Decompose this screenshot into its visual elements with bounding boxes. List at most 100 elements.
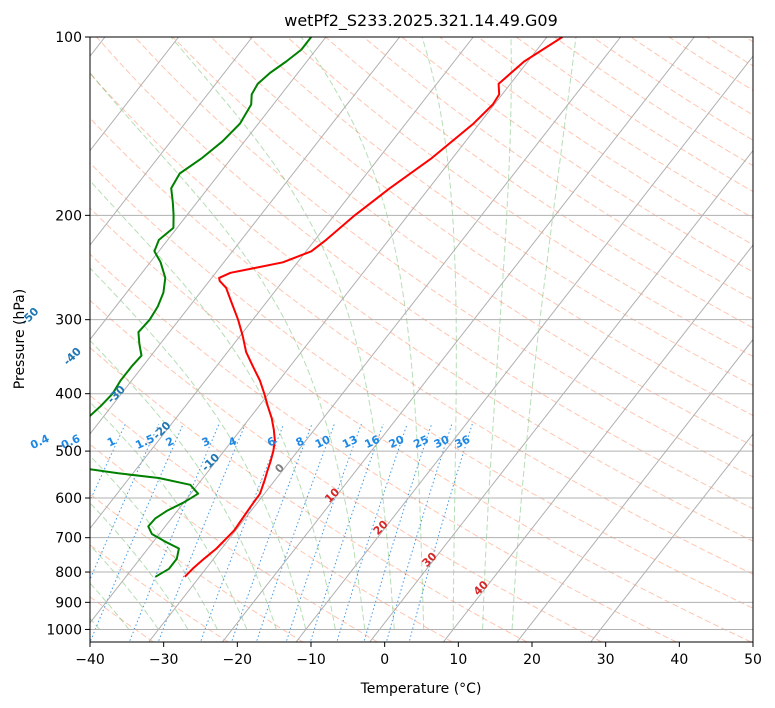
- temperature-profile-line: [184, 37, 563, 578]
- moist-adiabat-line: [511, 37, 577, 630]
- mixing-ratio-label: 2: [164, 434, 176, 449]
- x-axis-tick-label: 10: [449, 652, 467, 668]
- y-axis-tick-label: 400: [55, 387, 82, 403]
- isotherm-line: [516, 338, 753, 642]
- y-axis-tick-label: 1000: [46, 622, 82, 638]
- dry-adiabat-line: [477, 37, 753, 219]
- dry-adiabat-line: [592, 37, 753, 141]
- mixing-ratio-label: 36: [453, 433, 473, 451]
- dry-adiabat-line: [439, 37, 753, 246]
- dry-adiabat-line: [90, 253, 677, 642]
- moist-adiabat-line: [90, 582, 130, 630]
- x-axis-tick-label: −30: [149, 652, 179, 668]
- dry-adiabat-line: [90, 207, 752, 642]
- dry-adiabat-line: [90, 299, 602, 642]
- moist-adiabat-line: [90, 71, 366, 630]
- mixing-ratio-line: [90, 423, 184, 642]
- mixing-ratio-label: 30: [432, 433, 452, 451]
- isotherm-line: [90, 37, 180, 152]
- isotherm-line: [90, 37, 327, 341]
- moist-adiabat-line: [421, 37, 457, 630]
- isotherm-label: -10: [199, 451, 222, 474]
- dry-adiabat-line: [248, 37, 753, 387]
- y-axis-tick-label: 200: [55, 208, 82, 224]
- dry-adiabat-line: [90, 443, 378, 642]
- mixing-ratio-line: [128, 423, 220, 642]
- x-axis-tick-label: 30: [597, 652, 615, 668]
- dry-adiabat-line: [744, 37, 753, 43]
- plot-frame: [89, 36, 754, 643]
- moist-adiabat-line: [90, 267, 307, 630]
- mixing-ratio-line: [0, 424, 55, 644]
- dry-adiabat-line: [90, 162, 753, 609]
- dewpoint-profile-line: [90, 37, 312, 578]
- isotherm-line: [148, 37, 622, 642]
- dry-adiabat-line: [90, 493, 304, 642]
- mixing-ratio-line: [90, 423, 126, 502]
- mixing-ratio-line: [285, 423, 362, 642]
- x-axis-tick-label: 50: [744, 652, 762, 668]
- moist-adiabat-line: [90, 180, 336, 630]
- chart-title: wetPf2_S233.2025.321.14.49.G09: [284, 11, 558, 31]
- dry-adiabat-line: [90, 544, 229, 642]
- x-axis-tick-label: −20: [223, 652, 253, 668]
- x-axis-label: Temperature (°C): [360, 681, 482, 697]
- mixing-ratio-label: 1: [105, 434, 117, 449]
- moist-adiabat-line: [90, 401, 248, 630]
- mixing-ratio-label: 6: [265, 434, 278, 449]
- dry-adiabat-line: [363, 37, 753, 301]
- moist-adiabat-line: [90, 502, 189, 630]
- x-axis-tick-label: 0: [380, 652, 389, 668]
- dry-adiabat-line: [172, 37, 753, 447]
- mixing-ratio-line: [336, 423, 408, 642]
- moist-adiabat-label: 0: [272, 461, 287, 476]
- moist-adiabat-line: [90, 455, 218, 630]
- mixing-ratio-line: [309, 423, 384, 642]
- y-axis-tick-label: 500: [55, 444, 82, 460]
- isotherm-line: [90, 37, 253, 246]
- mixing-ratio-line: [157, 423, 246, 642]
- dry-adiabat-line: [286, 37, 753, 358]
- isotherm-label: -30: [105, 383, 128, 406]
- y-axis-tick-label: 600: [55, 491, 82, 507]
- dry-adiabat-line: [96, 37, 753, 510]
- dry-adiabat-line: [515, 37, 753, 193]
- mixing-ratio-label: 20: [387, 433, 407, 451]
- dry-adiabat-line: [90, 117, 753, 575]
- mixing-ratio-line: [0, 424, 5, 644]
- mixing-ratio-line: [363, 423, 433, 642]
- mixing-ratio-line: [255, 423, 335, 642]
- isotherm-line: [295, 55, 753, 642]
- mixing-ratio-label: 25: [411, 433, 430, 451]
- isotherm-line: [369, 149, 753, 642]
- mixing-ratio-label: 3: [200, 434, 212, 449]
- dry-adiabat-line: [706, 37, 753, 67]
- y-axis-tick-label: 700: [55, 531, 82, 547]
- dry-adiabat-line: [134, 37, 753, 478]
- mixing-ratio-line: [199, 423, 285, 642]
- x-axis-tick-label: 20: [523, 652, 541, 668]
- moist-adiabat-line: [0, 37, 11, 629]
- dry-adiabat-line: [90, 596, 154, 642]
- moist-adiabat-label: 10: [322, 485, 342, 505]
- mixing-ratio-label: 16: [363, 433, 383, 451]
- isotherm-line: [90, 37, 474, 530]
- dry-adiabat-line: [668, 37, 753, 91]
- mixing-ratio-label: 0.4: [28, 432, 51, 452]
- mixing-ratio-label: 4: [226, 434, 239, 449]
- isotherm-line: [90, 37, 401, 435]
- moist-adiabat-label: 20: [371, 517, 391, 537]
- moist-adiabat-line: [170, 37, 395, 630]
- x-axis-tick-label: 40: [670, 652, 688, 668]
- y-axis-tick-label: 900: [55, 595, 82, 611]
- x-axis-tick-label: −40: [75, 652, 105, 668]
- y-axis-tick-label: 100: [55, 30, 82, 46]
- isotherm-line: [90, 37, 548, 624]
- moist-adiabat-label: 30: [420, 549, 440, 569]
- y-axis-tick-label: 800: [55, 565, 82, 581]
- x-axis-tick-label: −10: [296, 652, 326, 668]
- y-axis-tick-label: 300: [55, 313, 82, 329]
- moist-adiabat-line: [300, 37, 425, 630]
- mixing-ratio-label: 0.2: [0, 432, 1, 452]
